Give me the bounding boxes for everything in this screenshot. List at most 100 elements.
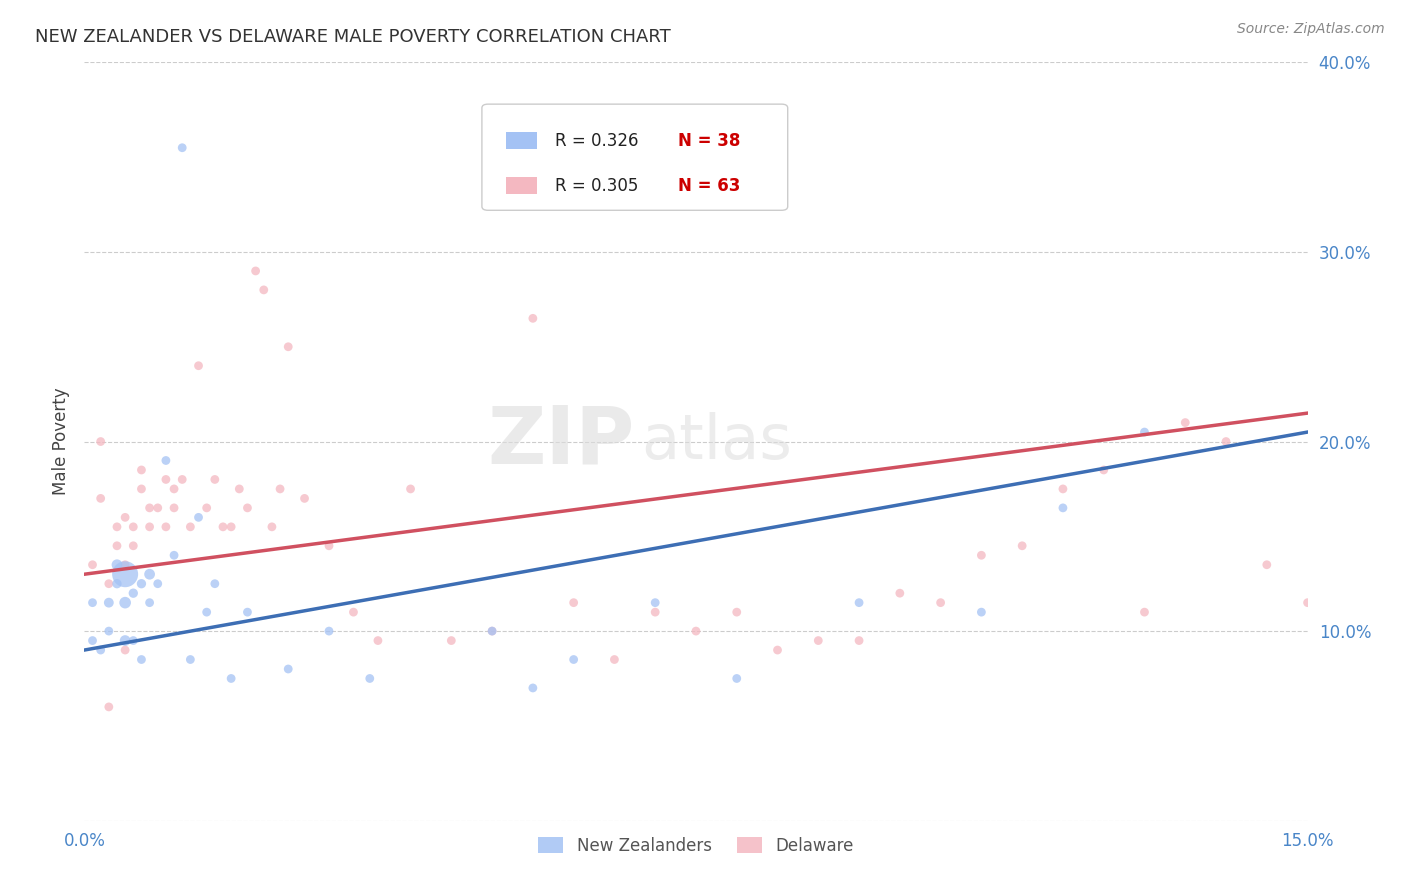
Point <box>179 520 201 534</box>
Point <box>228 482 250 496</box>
Point <box>245 264 267 278</box>
Point <box>848 633 870 648</box>
Point <box>131 576 153 591</box>
Point <box>318 539 340 553</box>
Point <box>163 482 186 496</box>
Point <box>105 576 128 591</box>
Point <box>603 652 626 666</box>
Point <box>219 672 242 686</box>
Point <box>105 539 128 553</box>
Point <box>685 624 707 639</box>
Point <box>807 633 830 648</box>
Point <box>848 596 870 610</box>
Point <box>97 624 120 639</box>
Point <box>1133 605 1156 619</box>
Point <box>562 596 585 610</box>
Point <box>138 520 160 534</box>
Point <box>725 605 748 619</box>
Point <box>131 652 153 666</box>
Point <box>155 520 177 534</box>
Point <box>1256 558 1278 572</box>
Point <box>766 643 789 657</box>
Point <box>1052 482 1074 496</box>
Point <box>114 558 136 572</box>
Point <box>163 500 186 515</box>
Point <box>253 283 276 297</box>
Point <box>82 596 104 610</box>
Point <box>481 624 503 639</box>
Point <box>522 681 544 695</box>
Point <box>970 605 993 619</box>
Point <box>1296 596 1319 610</box>
FancyBboxPatch shape <box>506 131 537 149</box>
Point <box>122 539 145 553</box>
Point <box>277 340 299 354</box>
Point <box>146 500 169 515</box>
Point <box>114 567 136 582</box>
Point <box>522 311 544 326</box>
Point <box>172 473 194 487</box>
Point <box>122 520 145 534</box>
Point <box>138 500 160 515</box>
Point <box>114 633 136 648</box>
Point <box>1052 500 1074 515</box>
Point <box>105 520 128 534</box>
Text: atlas: atlas <box>641 411 792 472</box>
Point <box>219 520 242 534</box>
Point <box>97 699 120 714</box>
Point <box>236 605 259 619</box>
Point <box>122 633 145 648</box>
Point <box>929 596 952 610</box>
Point <box>644 605 666 619</box>
Point <box>179 652 201 666</box>
Point <box>82 558 104 572</box>
Point <box>146 576 169 591</box>
Point <box>155 453 177 467</box>
Point <box>212 520 235 534</box>
Point <box>970 548 993 563</box>
Point <box>187 510 209 524</box>
Point <box>163 548 186 563</box>
Point <box>1337 396 1360 410</box>
Point <box>131 463 153 477</box>
Point <box>97 576 120 591</box>
Y-axis label: Male Poverty: Male Poverty <box>52 388 70 495</box>
Point <box>138 596 160 610</box>
Point <box>889 586 911 600</box>
Point <box>195 500 218 515</box>
Point <box>644 596 666 610</box>
Point <box>481 624 503 639</box>
Point <box>131 482 153 496</box>
Point <box>114 510 136 524</box>
Point <box>1174 416 1197 430</box>
Point <box>294 491 316 506</box>
Point <box>277 662 299 676</box>
Point <box>269 482 291 496</box>
FancyBboxPatch shape <box>482 104 787 211</box>
Point <box>122 586 145 600</box>
Text: Source: ZipAtlas.com: Source: ZipAtlas.com <box>1237 22 1385 37</box>
Text: N = 38: N = 38 <box>678 132 740 150</box>
Point <box>359 672 381 686</box>
Point <box>342 605 364 619</box>
Text: NEW ZEALANDER VS DELAWARE MALE POVERTY CORRELATION CHART: NEW ZEALANDER VS DELAWARE MALE POVERTY C… <box>35 28 671 45</box>
Point <box>90 434 112 449</box>
Point <box>318 624 340 639</box>
Text: ZIP: ZIP <box>488 402 636 481</box>
FancyBboxPatch shape <box>506 177 537 194</box>
Point <box>399 482 422 496</box>
Point <box>82 633 104 648</box>
Point <box>172 141 194 155</box>
Text: N = 63: N = 63 <box>678 178 740 195</box>
Point <box>1011 539 1033 553</box>
Point <box>90 491 112 506</box>
Point <box>440 633 463 648</box>
Point <box>236 500 259 515</box>
Point <box>155 473 177 487</box>
Point <box>562 652 585 666</box>
Point <box>1133 425 1156 439</box>
Point <box>204 473 226 487</box>
Legend: New Zealanders, Delaware: New Zealanders, Delaware <box>531 830 860 862</box>
Text: R = 0.305: R = 0.305 <box>555 178 638 195</box>
Point <box>97 596 120 610</box>
